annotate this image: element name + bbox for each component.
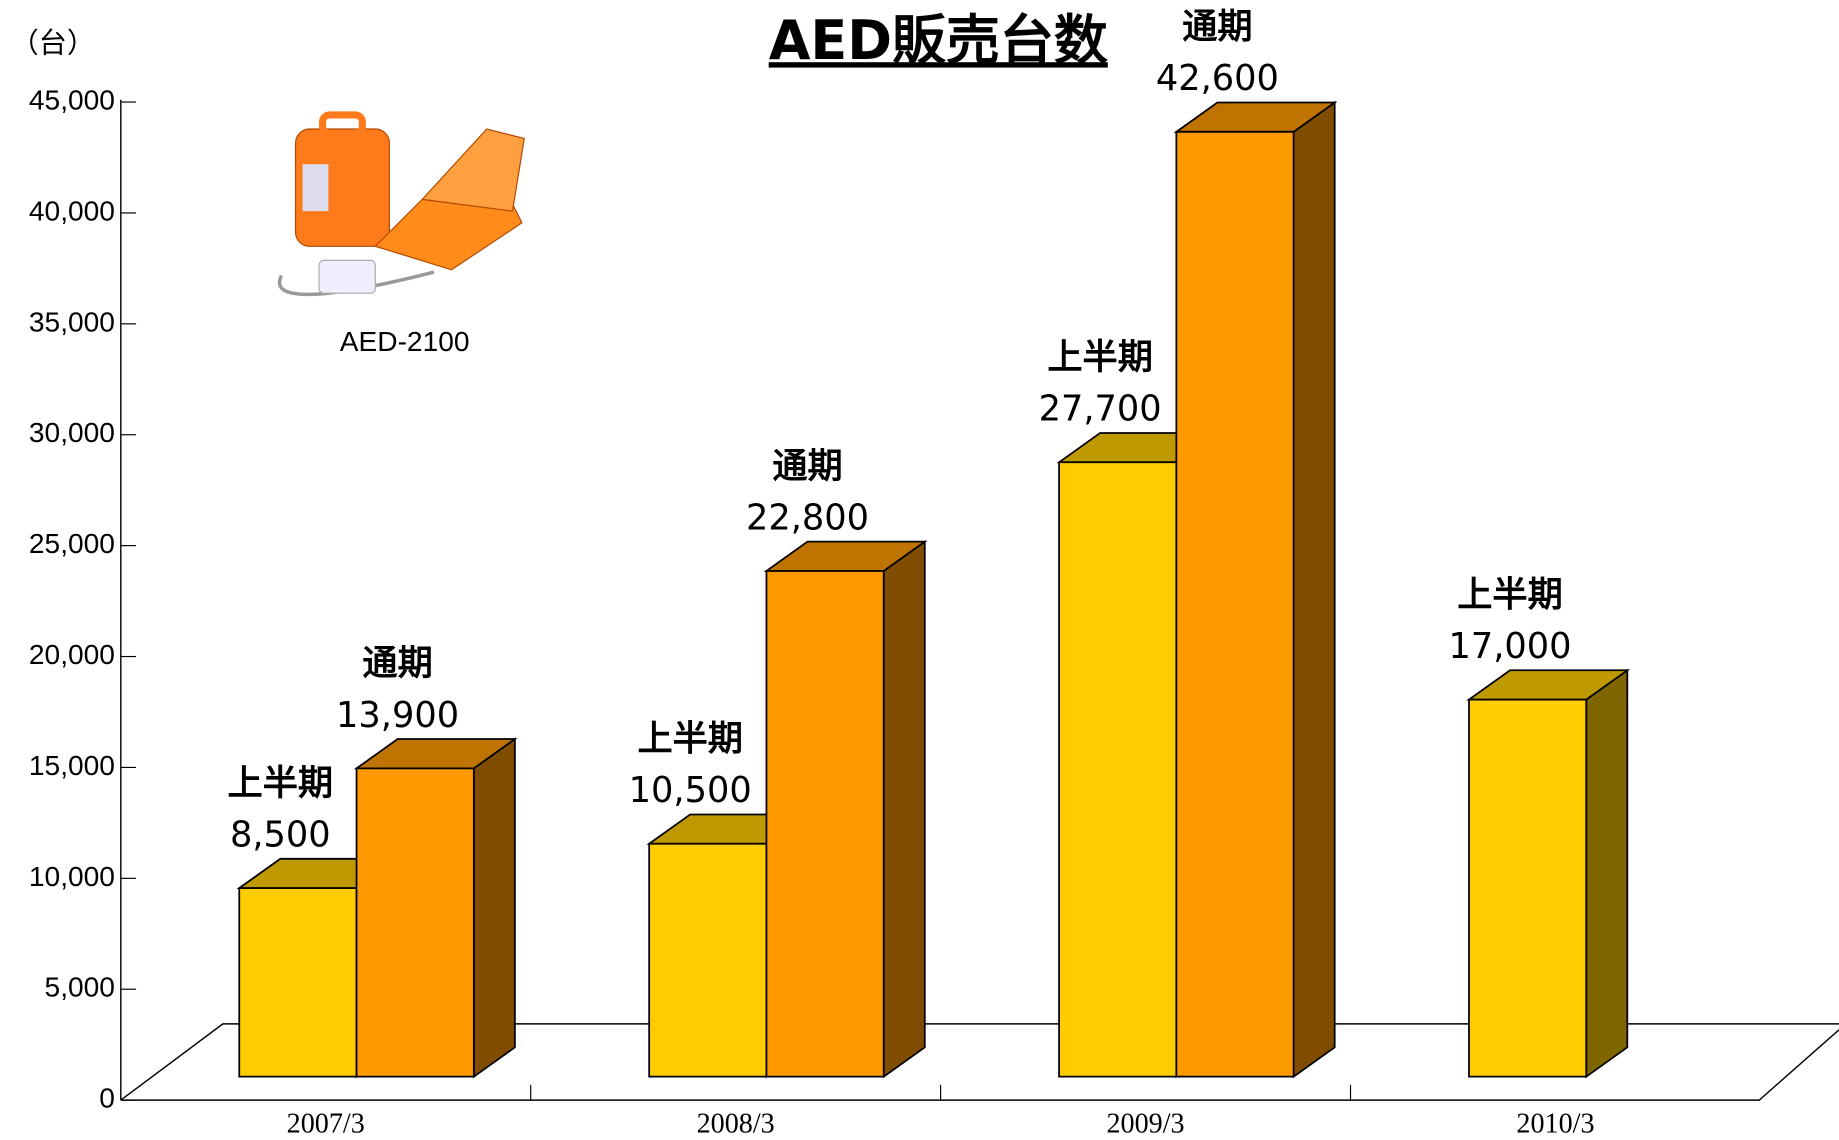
- series-label: 上半期: [1047, 337, 1153, 378]
- value-label: 17,000: [1448, 626, 1571, 667]
- y-tick-label: 45,000: [29, 84, 115, 115]
- bar-side: [1292, 100, 1336, 1079]
- x-tick-label: 2008/3: [697, 1108, 775, 1139]
- product-image: [277, 111, 525, 297]
- y-tick-label: 25,000: [29, 528, 115, 559]
- series-label: 上半期: [1457, 574, 1563, 615]
- chart-title: AED販売台数: [769, 9, 1108, 72]
- x-tick-label: 2010/3: [1516, 1108, 1594, 1139]
- value-label: 8,500: [230, 815, 331, 856]
- x-tick-label: 2009/3: [1106, 1108, 1184, 1139]
- x-tick-label: 2007/3: [287, 1108, 365, 1139]
- y-tick-label: 15,000: [29, 750, 115, 781]
- y-tick-label: 35,000: [29, 306, 115, 337]
- y-tick-label: 5,000: [45, 972, 115, 1003]
- bar-side: [1585, 668, 1629, 1079]
- bar-front: [1058, 461, 1178, 1078]
- bar-front: [648, 842, 768, 1078]
- y-tick-label: 0: [99, 1083, 115, 1114]
- series-label: 通期: [772, 446, 842, 487]
- bar-front: [238, 887, 358, 1078]
- value-label: 10,500: [629, 770, 752, 811]
- series-label: 上半期: [637, 719, 743, 760]
- bar: [763, 539, 928, 1079]
- y-axis-label: （台）: [11, 27, 95, 60]
- value-label: 27,700: [1039, 389, 1162, 430]
- value-label: 42,600: [1156, 58, 1279, 99]
- bar-front: [765, 570, 885, 1078]
- y-tick-label: 40,000: [29, 195, 115, 226]
- image-caption: AED-2100: [340, 326, 470, 357]
- bar-front: [1468, 698, 1588, 1078]
- bar: [1173, 100, 1338, 1079]
- series-label: 通期: [362, 643, 432, 684]
- bar-side: [882, 539, 926, 1079]
- y-tick-label: 30,000: [29, 417, 115, 448]
- bar: [1466, 668, 1631, 1079]
- bar-front: [1175, 130, 1295, 1078]
- y-tick-label: 20,000: [29, 639, 115, 670]
- series-label: 上半期: [228, 763, 334, 804]
- bar-front: [355, 767, 475, 1078]
- bar: [353, 737, 518, 1079]
- bar-side: [472, 737, 516, 1079]
- value-label: 13,900: [336, 695, 459, 736]
- y-tick-label: 10,000: [29, 861, 115, 892]
- value-label: 22,800: [746, 497, 869, 538]
- series-label: 通期: [1182, 7, 1252, 48]
